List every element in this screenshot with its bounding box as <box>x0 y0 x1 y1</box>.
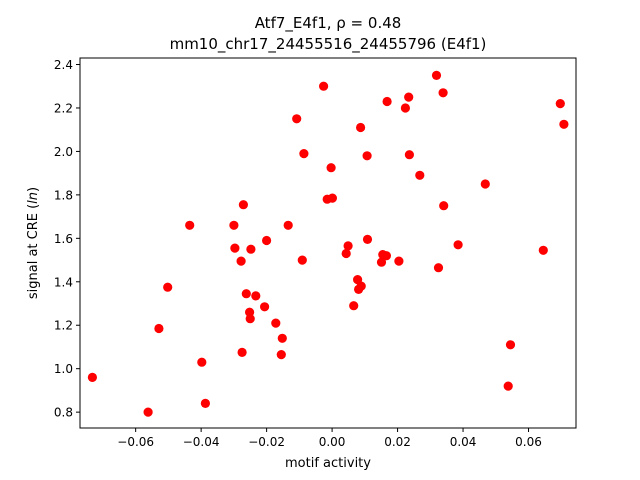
x-tick-label-6: 0.06 <box>515 435 542 449</box>
data-point-49 <box>433 263 444 273</box>
data-point-52 <box>453 240 463 250</box>
data-point-18 <box>262 235 272 246</box>
data-point-43 <box>394 256 404 266</box>
data-point-51 <box>439 201 449 211</box>
data-point-25 <box>299 149 309 159</box>
plot-frame <box>79 57 577 429</box>
data-point-47 <box>415 170 425 180</box>
data-point-24 <box>297 255 307 265</box>
data-point-20 <box>276 350 286 360</box>
y-tick-label-0: 0.8 <box>54 406 73 420</box>
data-point-5 <box>197 357 207 367</box>
chart-title-line2: mm10_chr17_24455516_24455796 (E4f1) <box>170 35 487 54</box>
data-point-2 <box>154 323 164 334</box>
data-points <box>87 70 569 417</box>
data-point-21 <box>277 333 287 343</box>
data-point-39 <box>376 257 387 267</box>
y-axis-ticks: 0.8 1.0 1.2 1.4 1.6 1.8 2.0 2.2 2.4 <box>54 58 80 420</box>
x-tick-label-5: 0.04 <box>450 435 477 449</box>
data-point-3 <box>163 282 173 292</box>
y-tick-label-6: 2.0 <box>54 145 73 159</box>
data-point-26 <box>319 81 329 91</box>
data-point-10 <box>237 347 247 357</box>
x-tick-label-2: −0.02 <box>248 435 285 449</box>
x-tick-label-4: 0.02 <box>384 435 411 449</box>
x-tick-label-3: 0.00 <box>319 435 346 449</box>
data-point-23 <box>292 114 302 124</box>
data-point-6 <box>200 398 210 408</box>
data-point-8 <box>230 243 240 253</box>
data-point-19 <box>271 318 281 328</box>
x-tick-label-0: −0.06 <box>117 435 154 449</box>
data-point-31 <box>343 241 353 251</box>
data-point-28 <box>326 163 336 173</box>
y-axis-label-prefix: signal at CRE ( <box>26 204 41 299</box>
y-tick-label-7: 2.2 <box>54 101 73 115</box>
data-point-37 <box>362 151 372 161</box>
data-point-57 <box>555 99 565 109</box>
data-point-41 <box>381 251 391 261</box>
y-tick-label-8: 2.4 <box>54 58 73 72</box>
y-tick-label-1: 1.0 <box>54 362 73 376</box>
data-point-16 <box>251 291 261 301</box>
y-tick-label-2: 1.2 <box>54 319 73 333</box>
data-point-55 <box>505 340 516 350</box>
y-axis-label-italic: ln <box>26 192 41 204</box>
y-tick-label-3: 1.4 <box>54 275 73 289</box>
data-point-4 <box>185 220 195 230</box>
data-point-9 <box>236 256 246 266</box>
data-point-35 <box>356 122 366 133</box>
data-point-0 <box>87 372 97 382</box>
data-point-36 <box>356 281 366 291</box>
y-axis-label-suffix: ) <box>26 187 41 192</box>
y-axis-label: signal at CRE (ln) <box>26 187 41 299</box>
data-point-15 <box>246 244 256 254</box>
data-point-58 <box>559 119 569 129</box>
x-axis-label: motif activity <box>285 456 371 471</box>
data-point-7 <box>229 220 239 230</box>
data-point-54 <box>503 381 513 391</box>
x-axis-ticks: −0.06 −0.04 −0.02 0.00 0.02 0.04 0.06 <box>117 428 542 449</box>
data-point-44 <box>400 103 410 113</box>
x-tick-label-1: −0.04 <box>183 435 220 449</box>
data-point-45 <box>404 92 414 102</box>
data-point-46 <box>404 150 414 160</box>
data-point-53 <box>480 179 490 189</box>
data-point-29 <box>327 193 337 203</box>
chart-title-line1: Atf7_E4f1, ρ = 0.48 <box>255 14 402 33</box>
data-point-38 <box>362 234 373 244</box>
data-point-14 <box>245 314 255 324</box>
data-point-12 <box>241 289 251 299</box>
data-point-32 <box>349 301 359 311</box>
data-point-11 <box>238 200 248 210</box>
data-point-30 <box>341 248 351 259</box>
data-point-22 <box>283 220 293 230</box>
y-tick-label-4: 1.6 <box>54 232 73 246</box>
y-tick-label-5: 1.8 <box>54 188 73 202</box>
data-point-42 <box>382 96 392 107</box>
data-point-17 <box>260 302 270 312</box>
data-point-48 <box>431 70 442 80</box>
data-point-50 <box>438 88 448 98</box>
data-point-1 <box>143 407 153 417</box>
data-point-56 <box>538 245 548 255</box>
